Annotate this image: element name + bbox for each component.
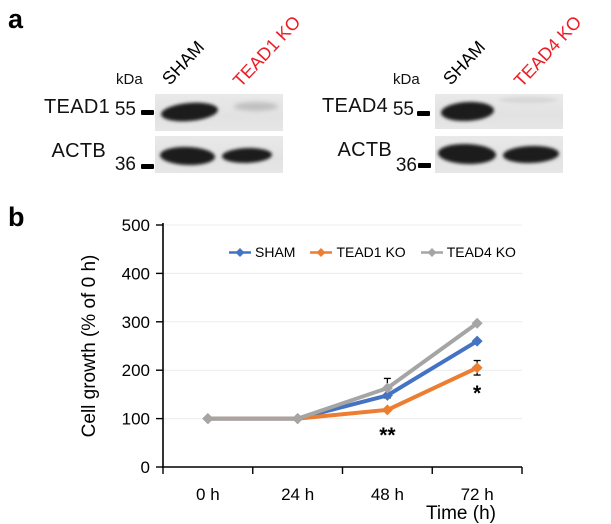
series-line-tead1-ko [207, 365, 478, 421]
marker-sham [471, 335, 483, 347]
significance-marker: ** [379, 424, 396, 447]
panel-b-label: b [8, 202, 25, 232]
marker-tead1-ko [471, 362, 483, 374]
x-axis-title: Time (h) [426, 503, 496, 524]
significance-marker: * [473, 382, 482, 405]
x-tick-label: 48 h [371, 485, 404, 504]
kda-36-left: 36 [114, 154, 136, 175]
x-tick-label: 24 h [281, 485, 314, 504]
blot-image-actb-right [435, 136, 563, 173]
kda-55-right: 55 [392, 99, 414, 120]
y-tick-label: 400 [122, 264, 150, 283]
protein-label-actb-right: ACTB [337, 139, 392, 161]
legend-item-tead4-ko: TEAD4 KO [420, 244, 516, 260]
y-tick-label: 300 [122, 313, 150, 332]
kda-36-right: 36 [395, 155, 417, 176]
marker-sham [381, 389, 393, 401]
protein-label-tead1: TEAD1 [44, 96, 110, 118]
y-tick-label: 0 [141, 458, 150, 477]
x-tick-label: 72 h [461, 485, 494, 504]
blot-image-tead1 [155, 94, 283, 131]
legend-label: SHAM [255, 244, 296, 260]
y-tick-label: 100 [122, 410, 150, 429]
kda-55-left: 55 [114, 99, 136, 120]
marker-tead4-ko [471, 317, 483, 329]
panel-a-label: a [8, 4, 24, 34]
y-axis-title: Cell growth (% of 0 h) [79, 255, 100, 438]
marker-tick-36-left [141, 164, 154, 169]
band-tead4-ko-ghost [499, 97, 557, 103]
marker-tead4-ko [381, 382, 393, 394]
legend-item-tead1-ko: TEAD1 KO [310, 244, 406, 260]
marker-tick-36-right [418, 163, 431, 168]
legend-item-sham: SHAM [229, 244, 295, 260]
marker-tead4-ko [202, 413, 214, 425]
marker-tead4-ko [292, 413, 304, 425]
marker-tead1-ko [381, 404, 393, 416]
x-tick-label: 0 h [196, 485, 220, 504]
kda-unit-right: kDa [393, 71, 420, 88]
chart-legend: SHAM TEAD1 KO TEAD4 KO [229, 243, 516, 261]
series-line-tead4-ko [207, 321, 479, 421]
y-tick-label: 500 [122, 216, 150, 235]
band-tead1-ko-faint [234, 102, 278, 111]
marker-tick-55-right [417, 111, 430, 116]
blot-image-tead4 [435, 94, 563, 129]
legend-marker-icon [420, 247, 443, 257]
legend-marker-icon [229, 247, 251, 257]
protein-label-tead4: TEAD4 [322, 95, 388, 117]
y-tick-label: 200 [122, 361, 150, 380]
kda-unit-left: kDa [116, 71, 143, 88]
protein-label-actb-left: ACTB [51, 140, 106, 162]
blot-image-actb-left [155, 136, 283, 173]
marker-tick-55-left [141, 110, 154, 115]
legend-label: TEAD1 KO [336, 244, 406, 260]
legend-label: TEAD4 KO [446, 244, 516, 260]
legend-marker-icon [310, 247, 333, 257]
